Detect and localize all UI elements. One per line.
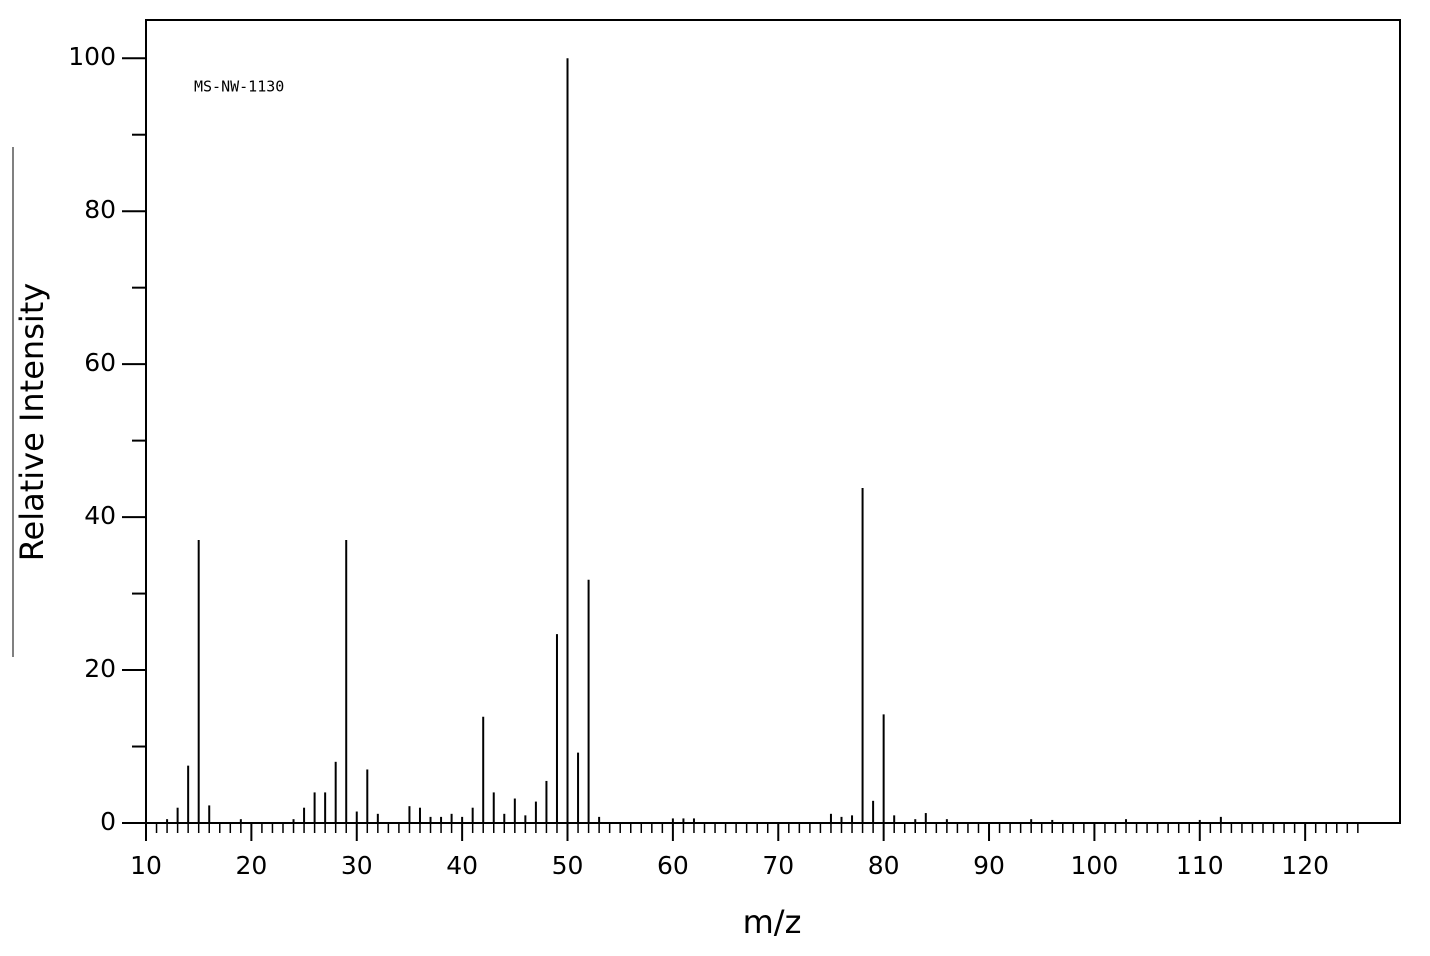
x-tick-label: 100 xyxy=(1071,851,1119,880)
y-tick-label: 20 xyxy=(84,654,116,683)
x-tick-label: 110 xyxy=(1176,851,1224,880)
x-tick-label: 30 xyxy=(341,851,373,880)
x-tick-label: 40 xyxy=(446,851,478,880)
x-tick-label: 20 xyxy=(235,851,267,880)
y-tick-label: 0 xyxy=(100,807,116,836)
x-tick-label: 90 xyxy=(973,851,1005,880)
x-axis-label: m/z xyxy=(743,903,802,941)
y-axis-label: Relative Intensity xyxy=(13,283,51,562)
x-tick-label: 10 xyxy=(130,851,162,880)
y-tick-label: 100 xyxy=(68,42,116,71)
annotation: MS-NW-1130 xyxy=(194,78,284,96)
x-tick-label: 80 xyxy=(868,851,900,880)
x-tick-label: 60 xyxy=(657,851,689,880)
y-tick-label: 60 xyxy=(84,348,116,377)
x-tick-label: 120 xyxy=(1281,851,1329,880)
y-tick-label: 80 xyxy=(84,195,116,224)
y-tick-label: 40 xyxy=(84,501,116,530)
plot-frame xyxy=(145,19,1401,824)
x-tick-label: 70 xyxy=(762,851,794,880)
x-tick-label: 50 xyxy=(552,851,584,880)
